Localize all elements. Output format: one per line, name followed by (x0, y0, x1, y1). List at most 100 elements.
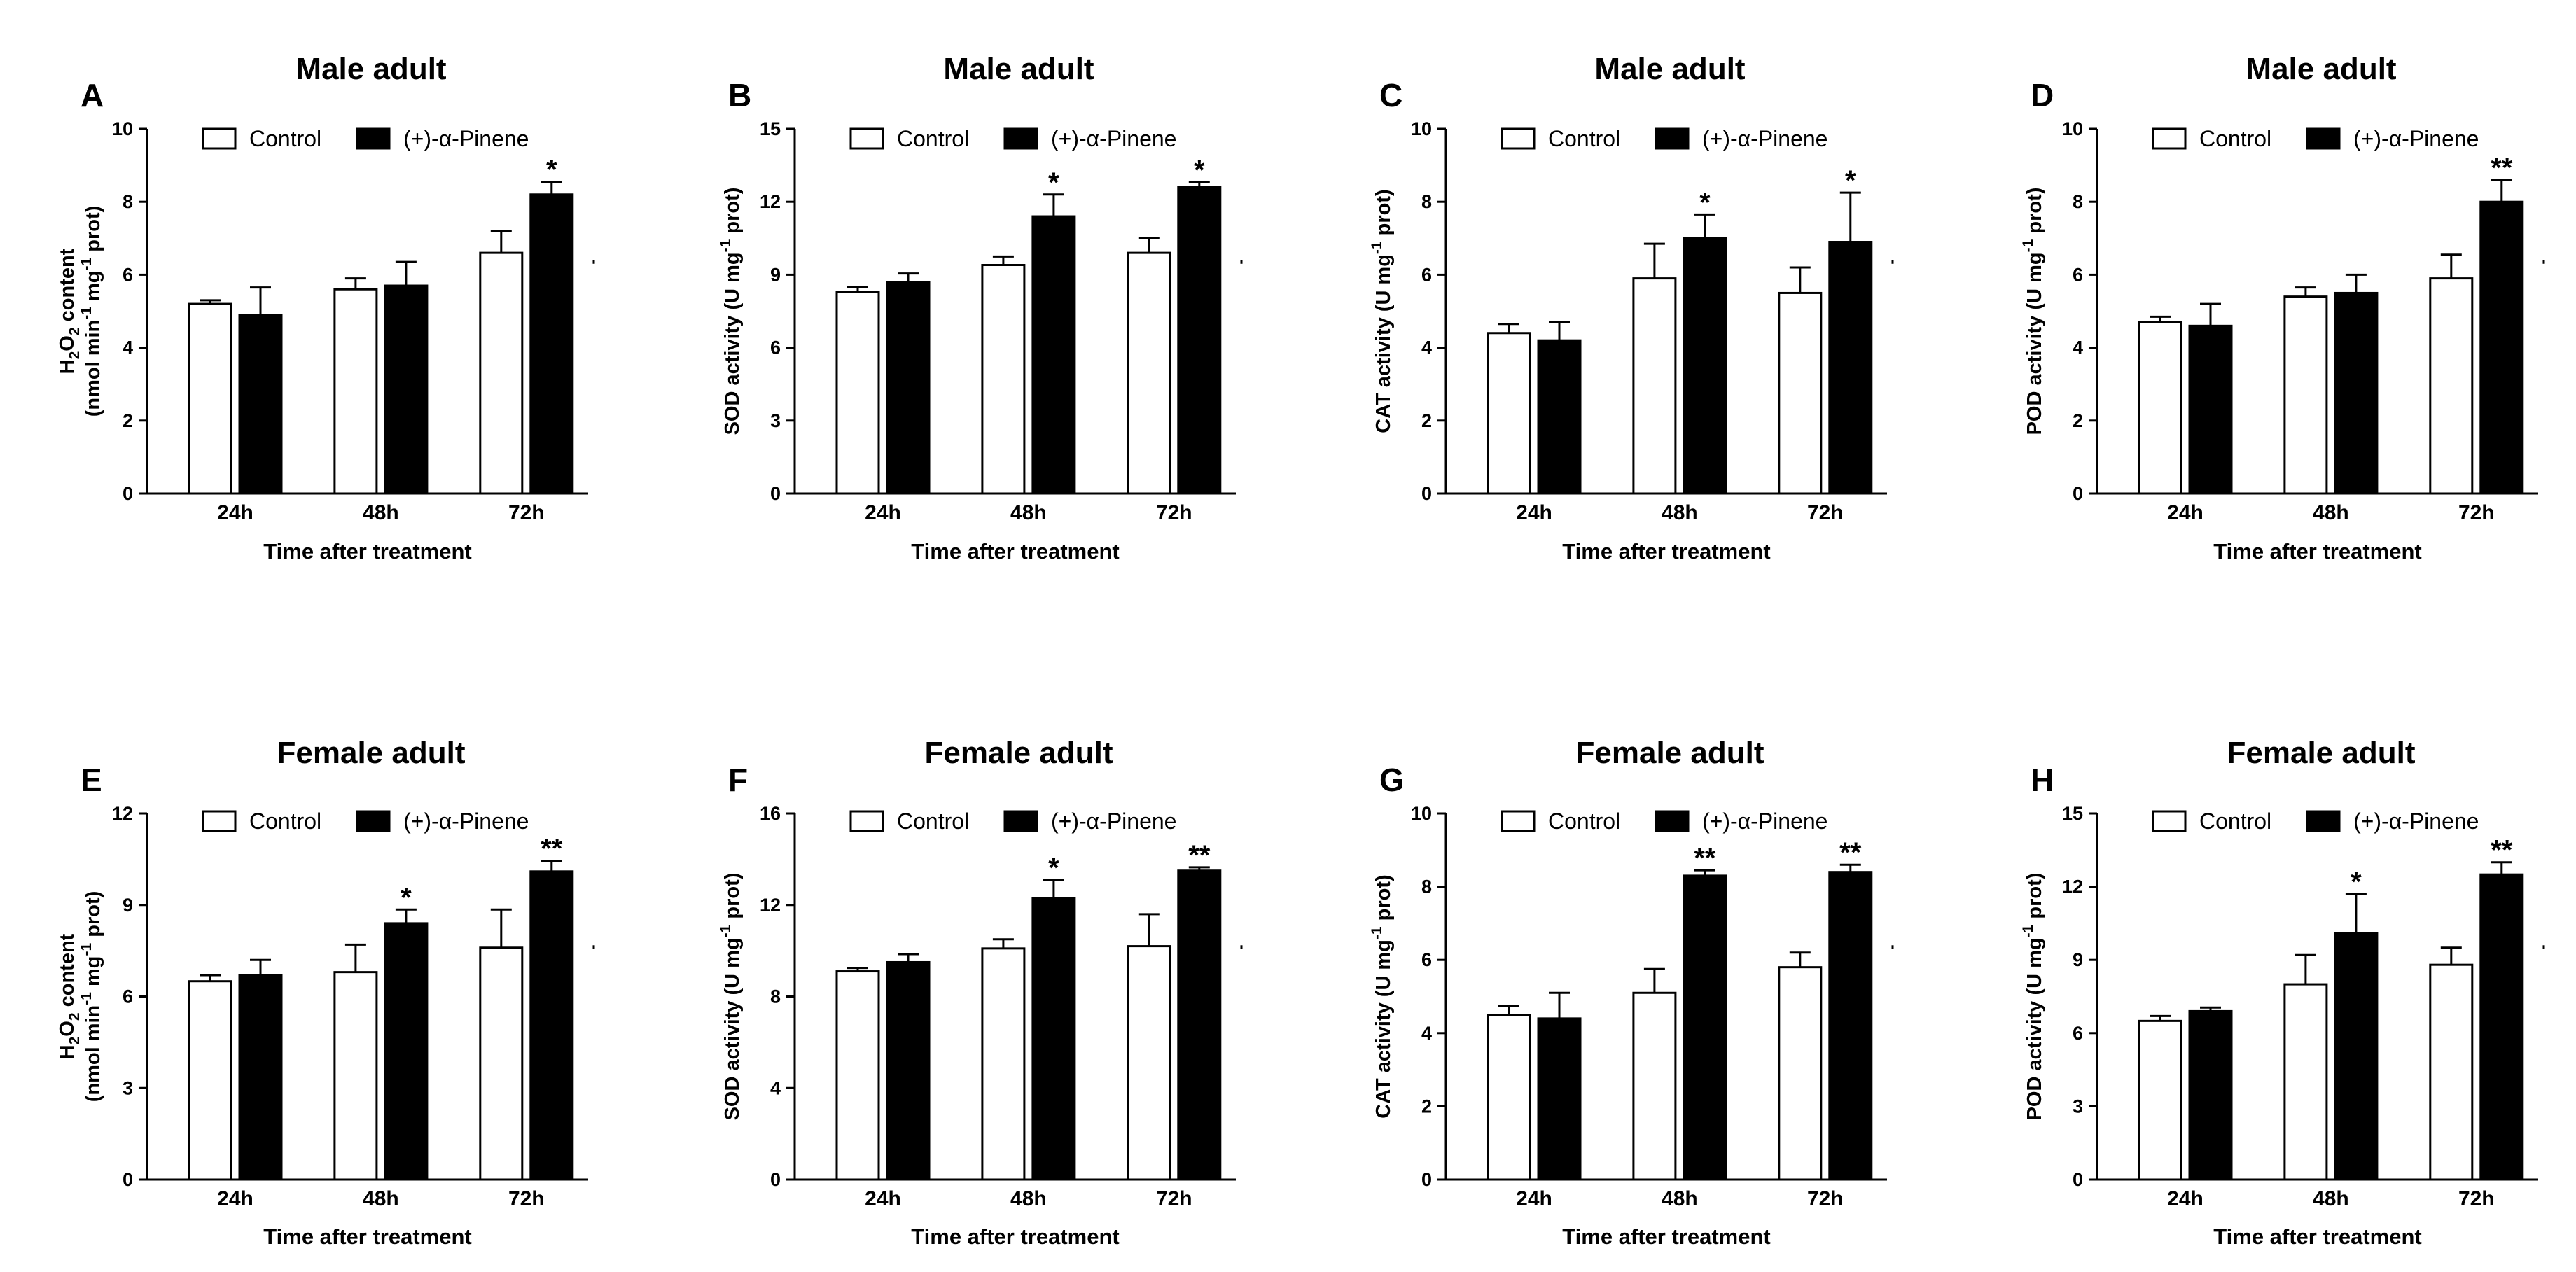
legend-label-pinene: (+)-α-Pinene (2353, 126, 2479, 151)
y-tick-label: 6 (770, 337, 781, 358)
x-tick-label: 48h (363, 1187, 399, 1210)
y-tick-label: 10 (1411, 118, 1432, 139)
x-tick-label: 72h (1807, 1187, 1844, 1210)
legend-swatch-control (1501, 127, 1536, 150)
panel-letter: F (728, 762, 748, 798)
y-tick-label: 0 (2073, 483, 2083, 504)
x-tick-label: 48h (1662, 1187, 1698, 1210)
bar-pinene-48h (2334, 291, 2379, 495)
bar-control-72h (1127, 945, 1171, 1181)
x-tick-label: 24h (1516, 501, 1552, 524)
y-tick-label: 4 (1421, 1023, 1432, 1044)
bar-control-24h (835, 291, 880, 495)
bar-control-24h (1487, 332, 1531, 495)
bar-pinene-24h (886, 281, 931, 495)
significance-marker: ** (1188, 840, 1211, 871)
legend-label-control: Control (249, 126, 321, 151)
x-tick-label: 48h (363, 501, 399, 524)
bar-control-48h (981, 264, 1026, 495)
panel-e: E Female adult 0 3 6 9 12 H2​O2​ content(nmol m… (56, 736, 595, 1249)
x-axis-label: Time after treatment (1562, 1224, 1770, 1249)
bar-control-48h (2283, 983, 2328, 1181)
bar-control-24h (188, 980, 232, 1181)
x-tick-label: 48h (1662, 501, 1698, 524)
y-tick-label: 8 (1421, 191, 1432, 212)
bar-control-48h (333, 971, 378, 1181)
bar-control-48h (2283, 295, 2328, 495)
x-axis-label: Time after treatment (2213, 1224, 2421, 1249)
legend-swatch-control (2152, 127, 2187, 150)
y-tick-label: 4 (123, 337, 133, 358)
legend-swatch-control (849, 810, 884, 832)
x-tick-label: 48h (2313, 501, 2349, 524)
y-tick-label: 12 (2062, 876, 2083, 897)
significance-marker: * (1048, 167, 1059, 198)
x-axis-label: Time after treatment (911, 1224, 1119, 1249)
y-tick-label: 9 (2073, 949, 2083, 970)
bar-pinene-72h (529, 870, 574, 1181)
y-tick-label: 0 (770, 1169, 781, 1190)
bar-control-24h (188, 302, 232, 495)
legend-swatch-pinene (356, 127, 391, 150)
legend-label-control: Control (1548, 809, 1620, 834)
y-tick-label: 6 (1421, 264, 1432, 285)
significance-marker: * (401, 882, 412, 913)
y-tick-label: 10 (1411, 803, 1432, 824)
y-axis-label: POD activity (U mg-1​ prot) (2020, 873, 2046, 1121)
panel-letter: D (2031, 77, 2054, 113)
bar-pinene-72h (2479, 873, 2524, 1181)
bar-control-72h (1778, 291, 1823, 495)
legend-label-control: Control (1548, 126, 1620, 151)
y-tick-label: 10 (112, 118, 133, 139)
x-axis-label: Time after treatment (1562, 539, 1770, 564)
x-tick-label: 72h (508, 501, 545, 524)
bar-control-24h (1487, 1014, 1531, 1181)
x-tick-label: 72h (1156, 1187, 1192, 1210)
y-axis-label: H2​O2​ content (56, 933, 83, 1059)
x-tick-label: 24h (1516, 1187, 1552, 1210)
panel-letter: E (81, 762, 102, 798)
legend-swatch-pinene (1655, 127, 1690, 150)
panel-title: Female adult (1576, 736, 1764, 770)
legend-swatch-pinene (1003, 810, 1038, 832)
legend-label-pinene: (+)-α-Pinene (1702, 126, 1827, 151)
legend-swatch-control (2152, 810, 2187, 832)
panel-title: Female adult (277, 736, 466, 770)
bar-pinene-72h (2479, 200, 2524, 495)
x-tick-label: 48h (2313, 1187, 2349, 1210)
significance-marker: * (2351, 867, 2362, 897)
significance-marker: * (546, 155, 557, 186)
panel-title: Male adult (1594, 52, 1745, 86)
panel-h: H Female adult 0 3 6 9 12 15 POD activity (U mg-… (2020, 736, 2545, 1249)
bar-pinene-72h (1828, 871, 1873, 1181)
y-tick-label: 6 (2073, 1023, 2083, 1044)
panel-title: Female adult (925, 736, 1113, 770)
y-tick-label: 2 (1421, 1096, 1432, 1117)
legend-swatch-control (1501, 810, 1536, 832)
x-tick-label: 72h (2458, 1187, 2495, 1210)
y-tick-label: 4 (1421, 337, 1432, 358)
y-tick-label: 10 (2062, 118, 2083, 139)
legend-label-pinene: (+)-α-Pinene (403, 126, 529, 151)
panel-title: Male adult (943, 52, 1094, 86)
significance-marker: ** (2491, 153, 2513, 183)
bar-control-48h (981, 947, 1026, 1181)
y-tick-label: 6 (1421, 949, 1432, 970)
legend-label-pinene: (+)-α-Pinene (1051, 126, 1176, 151)
bar-control-48h (1632, 991, 1677, 1181)
bar-pinene-72h (1828, 241, 1873, 495)
bar-pinene-24h (238, 974, 283, 1181)
y-tick-label: 8 (1421, 876, 1432, 897)
y-axis-label: CAT activity (U mg-1​ prot) (1369, 874, 1395, 1118)
bar-control-72h (1778, 966, 1823, 1181)
bar-control-48h (1632, 277, 1677, 495)
panel-g: G Female adult 0 2 4 6 8 10 CAT activity (U mg-1… (1369, 736, 1894, 1249)
y-tick-label: 0 (1421, 1169, 1432, 1190)
bar-pinene-48h (1683, 874, 1727, 1181)
y-tick-label: 2 (123, 410, 133, 431)
y-tick-label: 8 (2073, 191, 2083, 212)
significance-marker: ** (2491, 835, 2513, 866)
bar-pinene-24h (238, 314, 283, 495)
x-tick-label: 48h (1010, 501, 1047, 524)
panel-title: Male adult (2246, 52, 2396, 86)
